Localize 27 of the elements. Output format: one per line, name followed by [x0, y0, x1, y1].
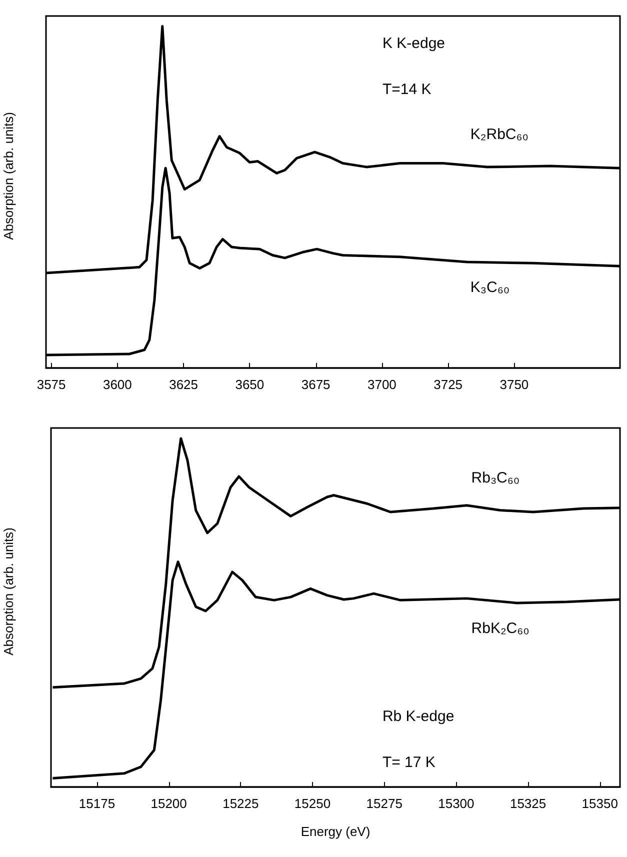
annotation: K K-edge — [382, 35, 446, 52]
x-tick-label: 15275 — [366, 796, 402, 811]
series-label: Rb₃C₆₀ — [471, 469, 520, 486]
x-tick-label: 15175 — [78, 796, 116, 811]
annotation: Rb K-edge — [382, 708, 454, 725]
x-tick-label: 3625 — [169, 377, 198, 392]
x-tick-label: 3700 — [367, 377, 396, 392]
x-tick-label: 15300 — [438, 796, 474, 811]
x-tick-label: 15325 — [510, 796, 546, 811]
series-label: K₂RbC₆₀ — [470, 126, 529, 144]
x-tick-label: 15350 — [582, 796, 618, 811]
annotation: T=14 K — [382, 81, 432, 98]
y-axis-title: Absorption (arb. units) — [1, 112, 16, 240]
annotation: T= 17 K — [382, 754, 436, 771]
series-label: K₃C₆₀ — [470, 279, 510, 296]
x-tick-label: 15200 — [150, 796, 187, 811]
x-tick-label: 15250 — [294, 796, 331, 811]
x-tick-label: 3750 — [500, 377, 529, 392]
series-label: RbK₂C₆₀ — [471, 620, 530, 637]
x-tick-label: 3575 — [36, 377, 66, 392]
x-tick-label: 3600 — [102, 377, 132, 392]
x-tick-label: 3725 — [434, 377, 463, 392]
x-tick-label: 3650 — [235, 377, 264, 392]
x-tick-label: 15225 — [222, 796, 259, 811]
y-axis-title: Absorption (arb. units) — [1, 527, 16, 656]
x-axis-title: Energy (eV) — [300, 824, 370, 839]
x-tick-label: 3675 — [301, 377, 330, 392]
